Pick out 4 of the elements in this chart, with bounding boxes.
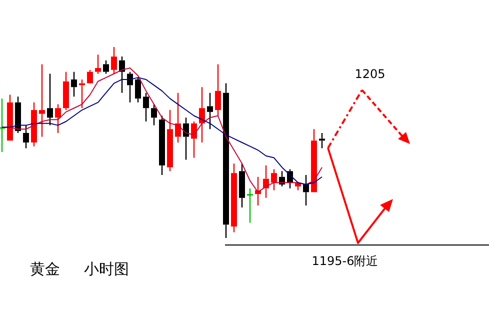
text: 1195-6附近 [312,254,378,268]
text: 小时图 [84,260,129,278]
text: 黄金 [30,260,60,278]
text: 1205 [354,67,386,81]
